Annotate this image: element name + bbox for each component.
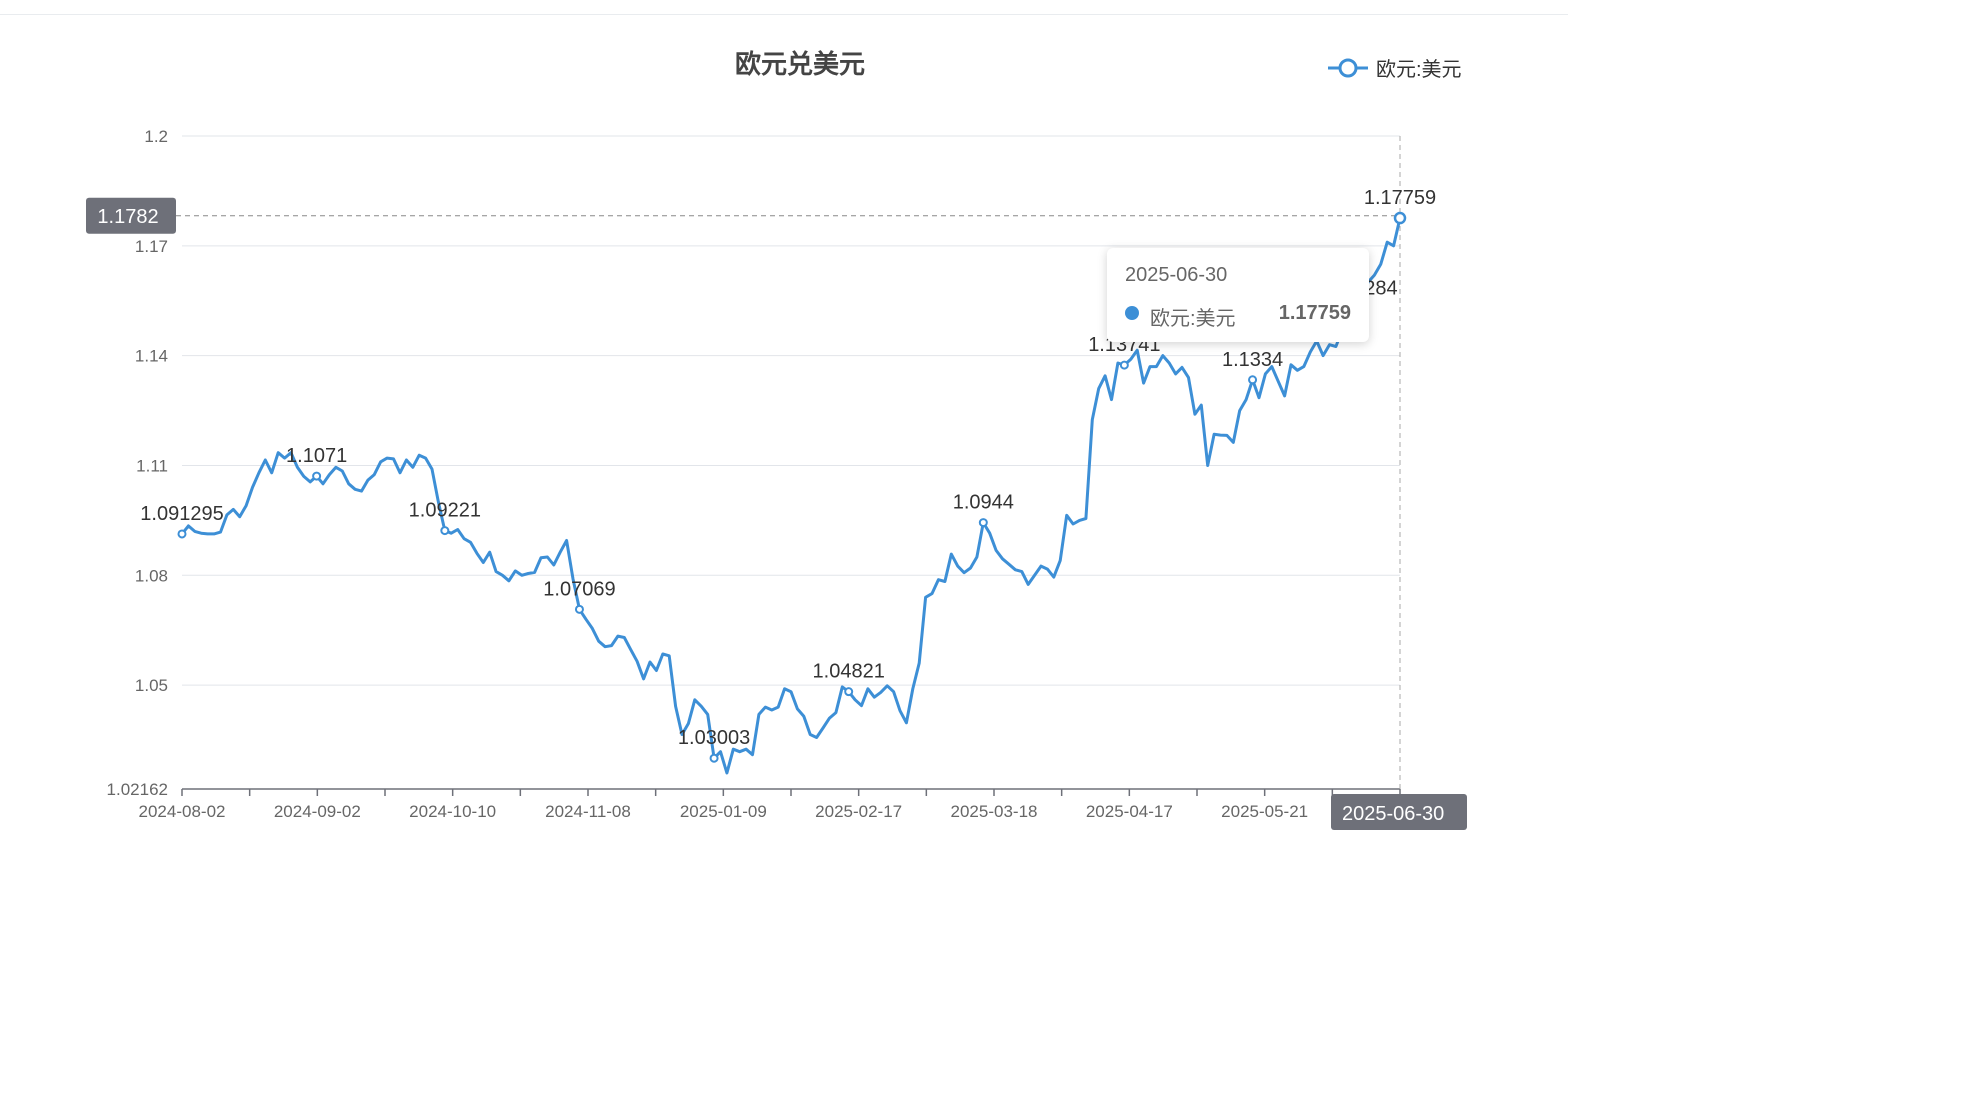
tooltip-series-name: 欧元:美元 [1150, 308, 1236, 330]
x-tick-label: 2025-01-09 [680, 802, 767, 821]
y-tick-label: 1.08 [135, 566, 168, 585]
data-label: 1.0944 [953, 492, 1014, 514]
y-tick-label: 1.17 [135, 237, 168, 256]
x-tick-label: 2024-10-10 [409, 802, 496, 821]
eur-usd-line-chart: 欧元兑美元 欧元:美元 1.2 1.17 1.14 1.11 1.08 1.05 1.021… [86, 49, 1467, 830]
data-point-marker[interactable] [1119, 360, 1129, 370]
axis-pointers: 1.1782 2025-06-30 [86, 197, 1467, 830]
data-label: 1.07069 [543, 578, 615, 600]
data-label: 1.17759 [1364, 187, 1436, 209]
legend-label: 欧元:美元 [1376, 58, 1462, 81]
data-label: 1.03003 [678, 727, 750, 749]
data-point-marker[interactable] [978, 518, 988, 528]
x-tick-label: 2024-11-08 [545, 802, 631, 821]
data-markers [177, 211, 1407, 763]
data-label: 1.04821 [813, 661, 885, 683]
data-label: 1.1334 [1222, 349, 1283, 371]
y-pointer-label: 1.1782 [97, 206, 158, 228]
x-tick-label: 2024-08-02 [139, 802, 226, 821]
y-axis: 1.2 1.17 1.14 1.11 1.08 1.05 1.02162 [107, 127, 168, 799]
data-point-marker[interactable] [844, 687, 854, 697]
y-tick-label: 1.2 [144, 127, 168, 146]
data-label: 1.091295 [140, 503, 223, 525]
y-tick-label: 1.05 [135, 676, 168, 695]
series-eur-usd [180, 217, 1402, 775]
data-point-marker[interactable] [312, 471, 322, 481]
series-line [180, 217, 1402, 775]
y-tick-label: 1.02162 [107, 780, 168, 799]
data-point-marker[interactable] [440, 526, 450, 536]
x-pointer-label-bg [1331, 794, 1467, 830]
x-tick-label: 2024-09-02 [274, 802, 361, 821]
x-tick-label: 2025-04-17 [1086, 802, 1173, 821]
x-tick-label: 2025-02-17 [815, 802, 902, 821]
y-tick-label: 1.11 [136, 456, 168, 475]
tooltip-series-dot-icon [1125, 306, 1139, 320]
legend-marker-icon [1338, 58, 1358, 78]
data-point-marker[interactable] [574, 604, 584, 614]
tooltip-date: 2025-06-30 [1125, 264, 1228, 286]
grid [182, 135, 1400, 686]
crosshair [176, 136, 1401, 789]
tooltip-value: 1.17759 [1278, 302, 1351, 324]
x-tick-label: 2025-03-18 [951, 802, 1038, 821]
chart-title: 欧元兑美元 [735, 49, 865, 79]
x-pointer-label: 2025-06-30 [1342, 803, 1444, 825]
data-label: 1.09221 [409, 500, 481, 522]
tooltip: 2025-06-30 欧元:美元 1.17759 [1107, 248, 1369, 342]
legend[interactable]: 欧元:美元 [1328, 58, 1462, 81]
x-axis: 2024-08-02 2024-09-02 2024-10-10 2024-11-08… [139, 788, 1443, 821]
y-pointer-label-bg [86, 197, 176, 234]
data-point-marker[interactable] [1248, 375, 1258, 385]
y-tick-label: 1.14 [135, 347, 168, 366]
x-tick-label: 2025-05-21 [1221, 802, 1308, 821]
data-label: 1.1071 [286, 445, 347, 467]
active-point-marker[interactable] [1393, 211, 1407, 225]
data-point-marker[interactable] [177, 529, 187, 539]
top-divider [0, 14, 1568, 15]
data-point-marker[interactable] [709, 753, 719, 763]
